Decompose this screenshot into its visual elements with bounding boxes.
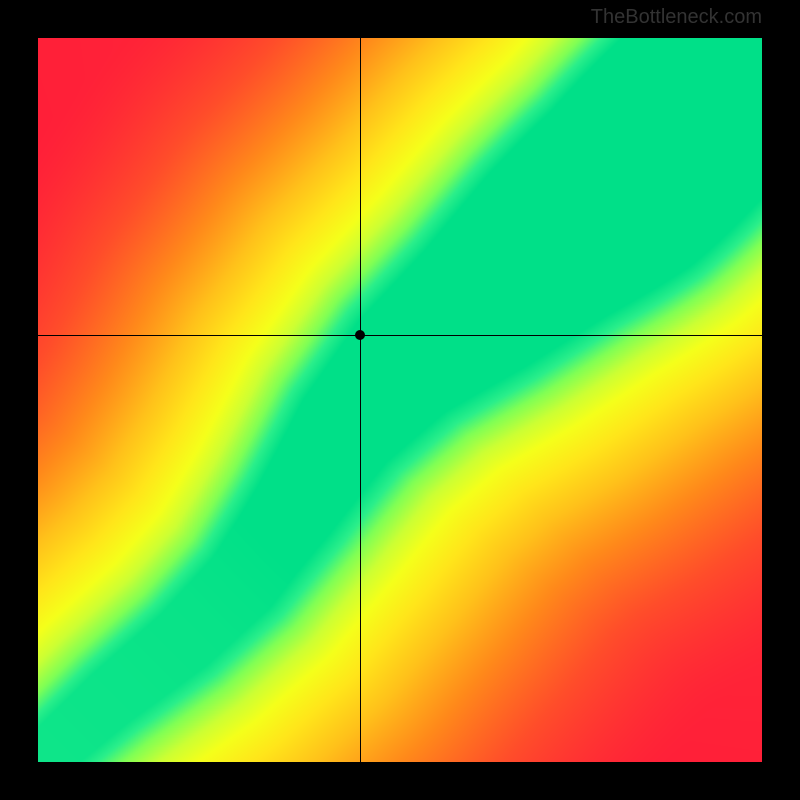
marker-dot	[355, 330, 365, 340]
crosshair-vertical	[360, 38, 361, 762]
chart-frame	[38, 38, 762, 762]
crosshair-horizontal	[38, 335, 762, 336]
heatmap-canvas	[38, 38, 762, 762]
root: TheBottleneck.com	[0, 0, 800, 800]
watermark-text: TheBottleneck.com	[591, 6, 762, 29]
